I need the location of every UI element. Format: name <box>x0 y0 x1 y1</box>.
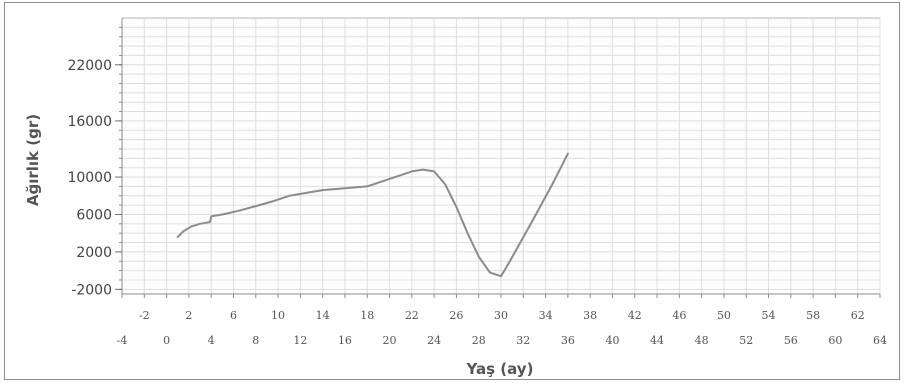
x-tick-label: 22 <box>405 309 419 322</box>
x-tick-label: 2 <box>185 309 192 322</box>
x-tick-label: 10 <box>271 309 285 322</box>
x-tick-label: 56 <box>784 334 798 347</box>
x-tick-label: 50 <box>717 309 731 322</box>
x-tick-label: 48 <box>695 334 709 347</box>
x-tick-label: 28 <box>472 334 486 347</box>
x-tick-label: -4 <box>117 334 128 347</box>
x-tick-label: 64 <box>873 334 887 347</box>
x-axis-title: Yaş (ay) <box>466 360 534 378</box>
x-tick-label: 38 <box>583 309 597 322</box>
x-tick-label: 18 <box>360 309 374 322</box>
x-tick-label: 52 <box>739 334 753 347</box>
x-tick-label: 4 <box>208 334 215 347</box>
x-tick-label: 42 <box>628 309 642 322</box>
x-tick-label: 58 <box>806 309 820 322</box>
y-tick-label: -2000 <box>71 282 112 298</box>
x-tick-label: 36 <box>561 334 575 347</box>
x-tick-label: 60 <box>828 334 842 347</box>
x-tick-label: -2 <box>139 309 150 322</box>
x-tick-label: 62 <box>851 309 865 322</box>
x-tick-label: 30 <box>494 309 508 322</box>
grid <box>121 18 881 294</box>
x-tick-label: 20 <box>383 334 397 347</box>
x-tick-label: 40 <box>605 334 619 347</box>
x-tick-label: 14 <box>316 309 330 322</box>
x-tick-label: 46 <box>672 309 686 322</box>
y-tick-label: 10000 <box>67 170 112 186</box>
x-tick-label: 12 <box>293 334 307 347</box>
x-tick-label: 34 <box>539 309 553 322</box>
y-axis-title: Ağırlık (gr) <box>24 114 42 206</box>
x-tick-label: 8 <box>252 334 259 347</box>
y-tick-label: 2000 <box>76 245 112 261</box>
x-tick-label: 32 <box>516 334 530 347</box>
y-tick-label: 6000 <box>76 207 112 223</box>
x-tick-label: 24 <box>427 334 441 347</box>
x-tick-label: 16 <box>338 334 352 347</box>
weight-series-line <box>176 152 569 278</box>
x-tick-label: 6 <box>230 309 237 322</box>
y-tick-label: 22000 <box>67 58 112 74</box>
x-tick-label: 54 <box>762 309 776 322</box>
x-tick-label: 44 <box>650 334 664 347</box>
x-tick-label: 26 <box>449 309 463 322</box>
x-tick-label: 0 <box>163 334 170 347</box>
y-tick-label: 16000 <box>67 114 112 130</box>
